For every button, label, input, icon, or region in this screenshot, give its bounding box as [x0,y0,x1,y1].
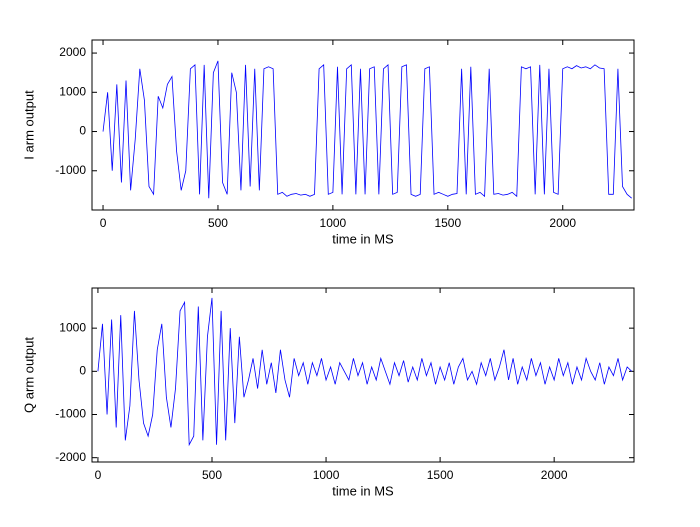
x-tick-label: 500 [208,216,228,230]
axes-box [91,39,635,211]
x-tick-label: 1500 [427,468,454,482]
y-tick-label: -1000 [55,163,86,177]
axes: 0 500 1000 1500 2000 -1000 0 1000 2000 time in MS… [21,39,635,246]
x-axis-label: time in MS [332,231,394,246]
x-tick-label: 0 [100,216,107,230]
y-tick-label: 0 [79,124,86,138]
y-axis-label: Q arm output [21,337,36,413]
x-tick-label: 2000 [549,216,576,230]
y-tick-label: 1000 [59,320,86,334]
y-tick-label: -2000 [55,450,86,464]
x-tick-label: 1000 [313,468,340,482]
y-tick-label: 1000 [59,84,86,98]
signal-line [97,297,632,447]
x-tick-label: 1000 [320,216,347,230]
y-axis-label: I arm output [21,90,36,160]
x-tick-label: 0 [95,468,102,482]
x-tick-label: 500 [202,468,222,482]
y-tick-label: 2000 [59,45,86,59]
x-axis-label: time in MS [332,483,394,498]
x-tick-label: 1500 [434,216,461,230]
signal-line [102,60,632,199]
plot-area [92,40,634,210]
x-tick-label: 2000 [541,468,568,482]
axes-box [91,287,635,463]
y-tick-label: -1000 [55,407,86,421]
plot-area [92,288,634,462]
y-tick-label: 0 [79,364,86,378]
